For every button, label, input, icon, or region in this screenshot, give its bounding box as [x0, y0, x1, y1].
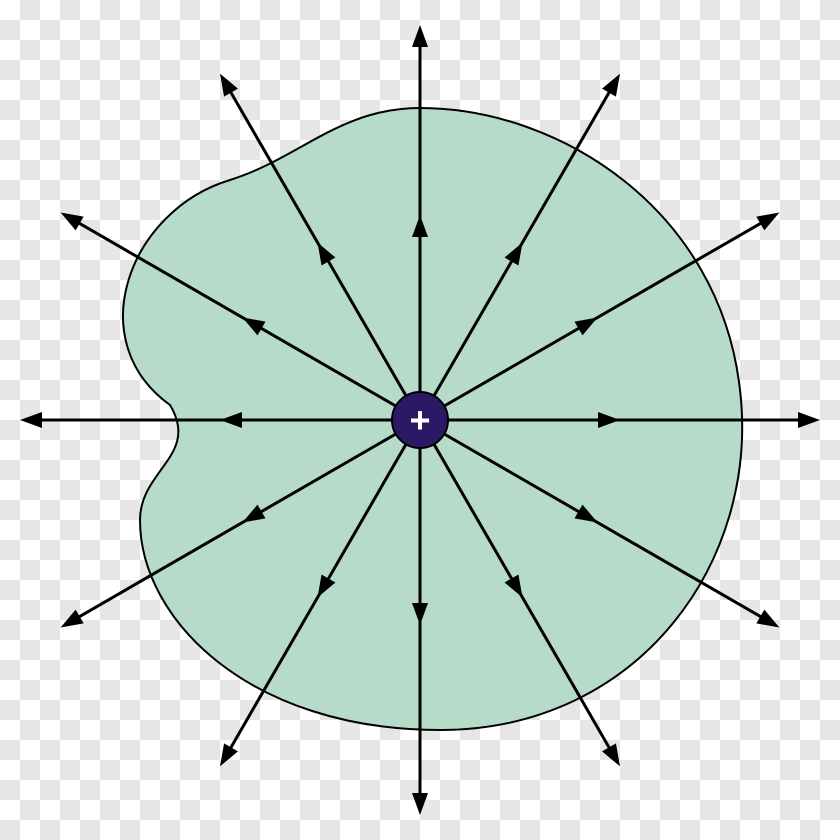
positive-charge: +: [392, 392, 448, 448]
field-diagram-svg: +: [0, 0, 840, 840]
diagram-stage: +: [0, 0, 840, 840]
charge-symbol: +: [409, 400, 430, 441]
